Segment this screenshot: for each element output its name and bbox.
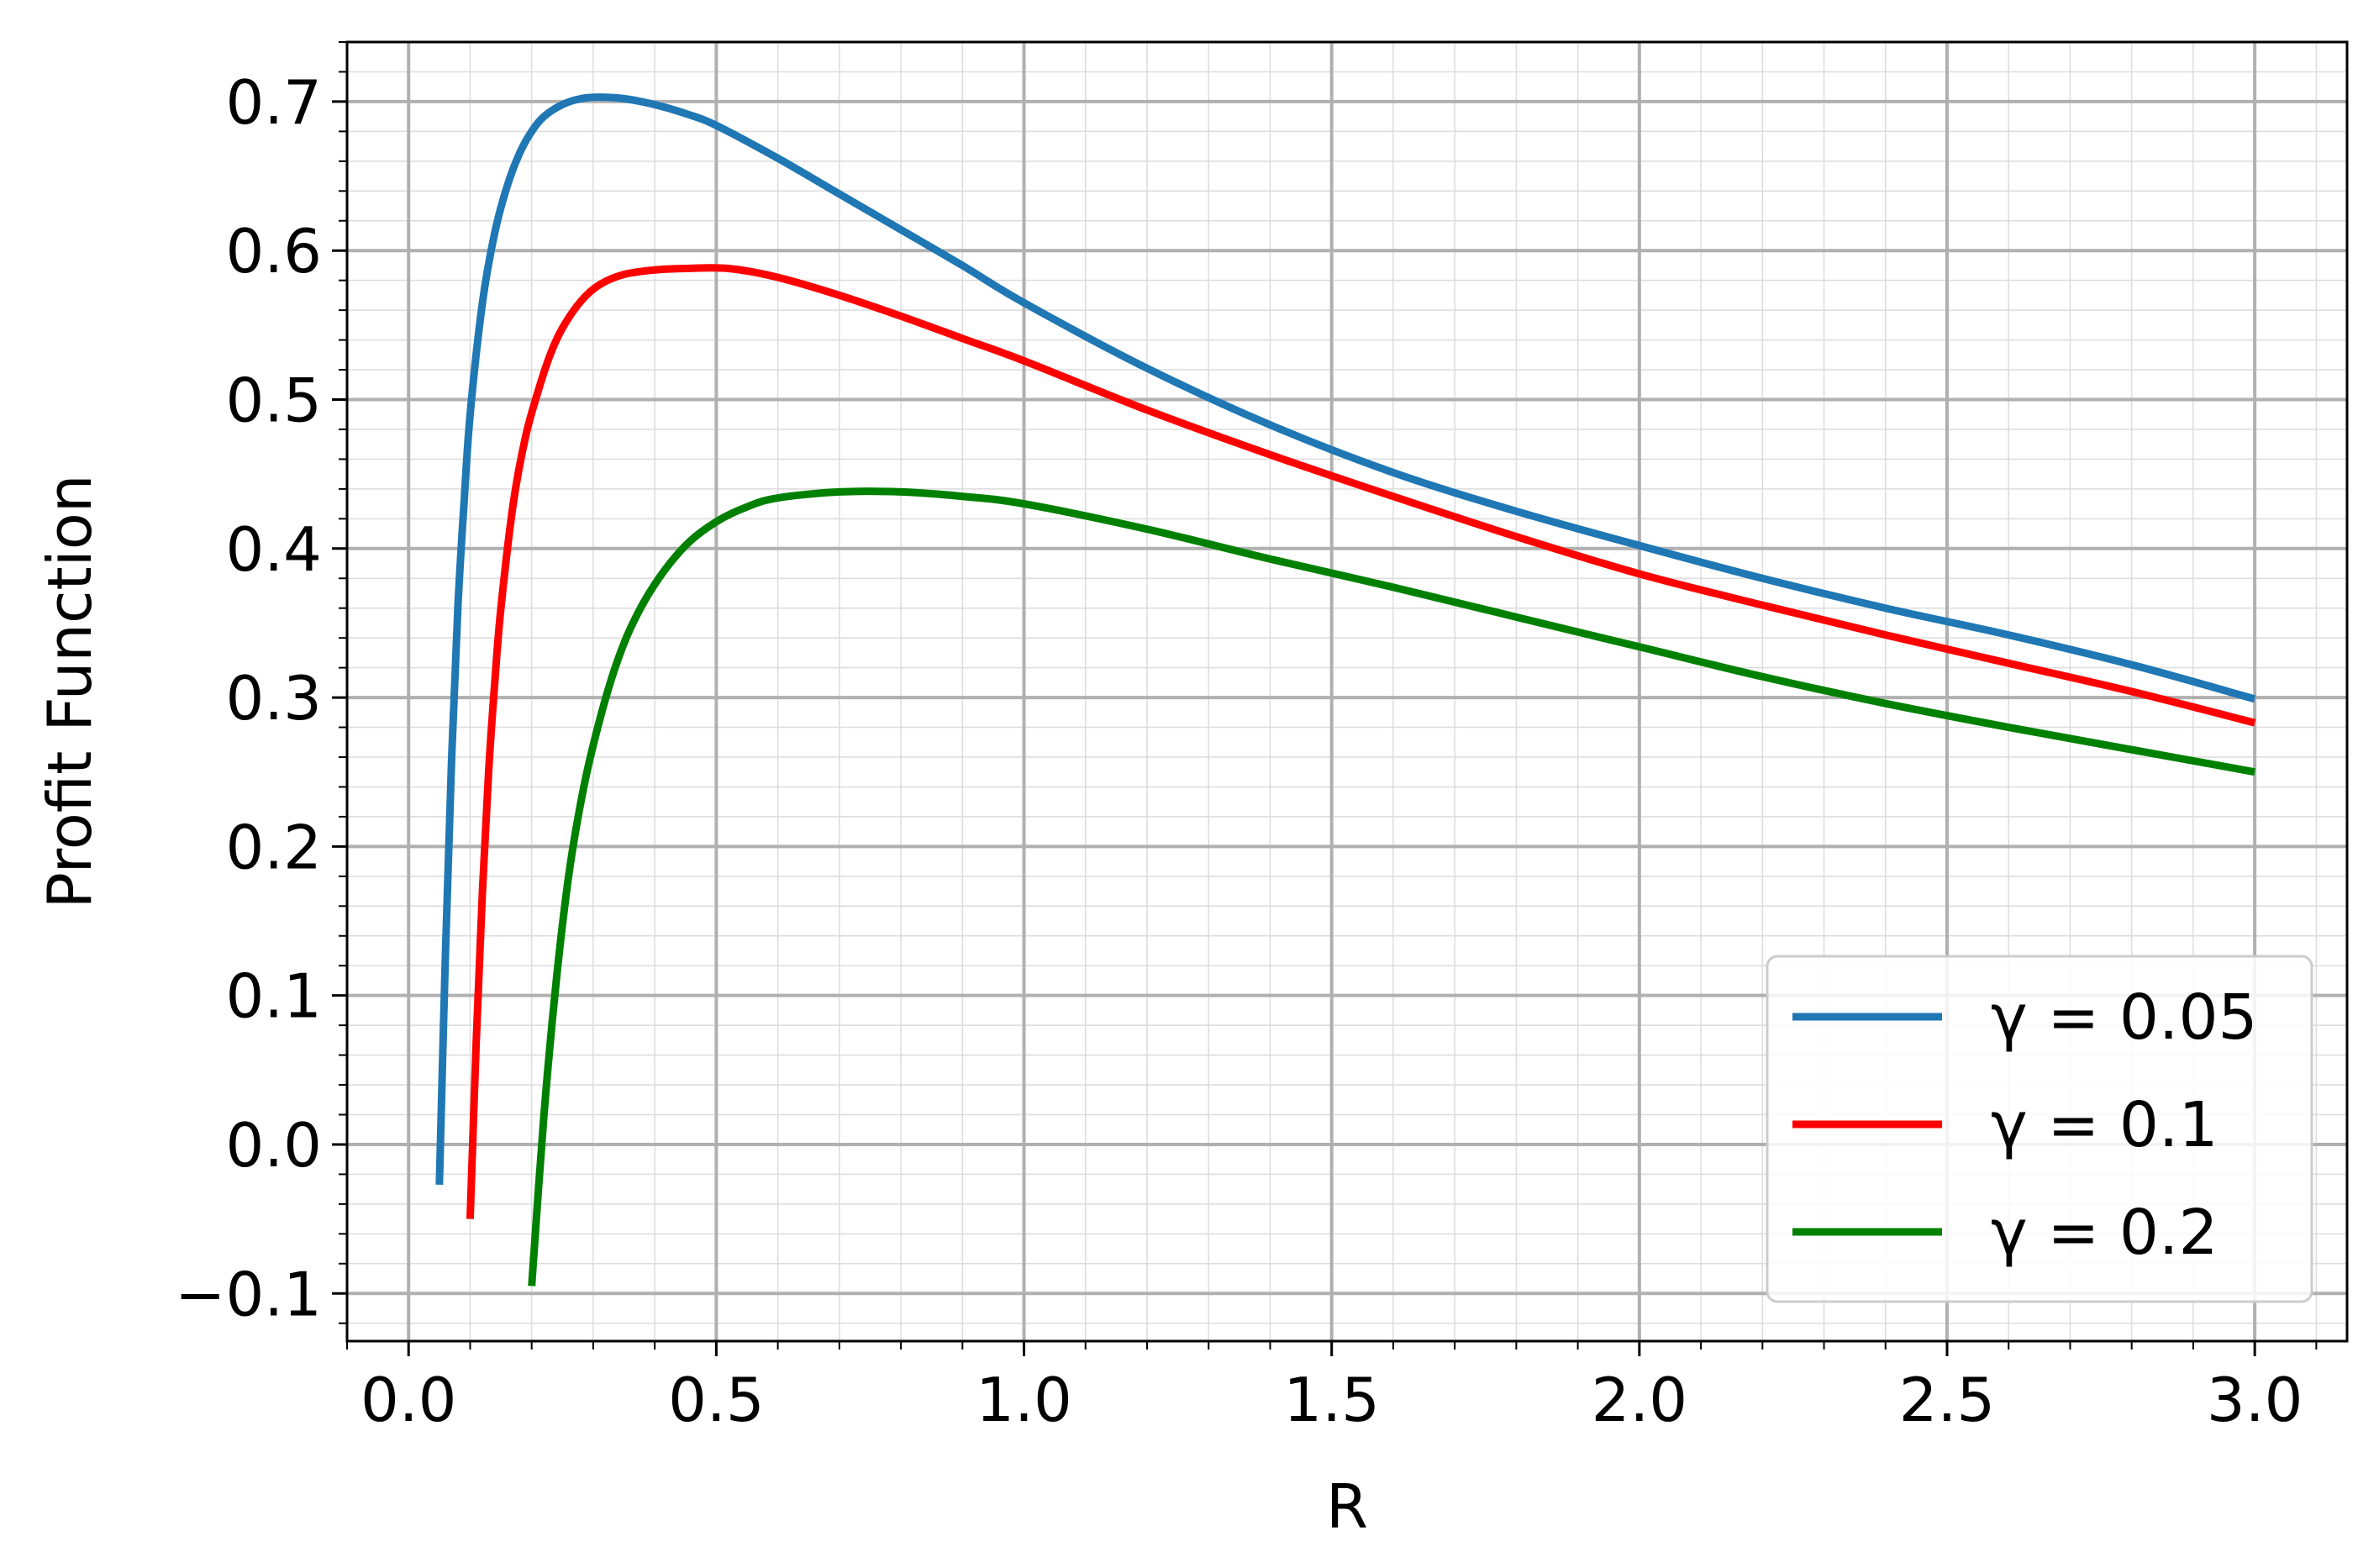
legend: γ = 0.05 γ = 0.1 γ = 0.2 (1766, 955, 2313, 1303)
y-tick-label: 0.3 (225, 663, 322, 734)
ticks-layer: 0.0 0.5 1.0 1.5 2.0 2.5 3.0 −0.1 0.0 0.1 0.2 0.3 0.4… (175, 41, 2318, 1435)
x-tick-label: 0.5 (668, 1365, 765, 1435)
y-tick-label: 0.2 (225, 812, 322, 882)
plot-frame (345, 40, 2349, 1343)
x-axis-label: R (1326, 1471, 1368, 1542)
y-axis-label: Profit Function (34, 475, 105, 909)
x-tick-label: 3.0 (2207, 1365, 2303, 1435)
y-tick-label: 0.1 (225, 961, 322, 1032)
x-tick-label: 0.0 (361, 1365, 457, 1435)
legend-label-2: γ = 0.1 (1991, 1089, 2218, 1161)
y-tick-label: 0.7 (225, 67, 322, 138)
legend-label-3: γ = 0.2 (1991, 1197, 2218, 1269)
y-tick-label: 0.6 (225, 216, 322, 287)
series-line-3 (528, 487, 2255, 1286)
legend-label-1: γ = 0.05 (1991, 981, 2258, 1054)
series-layer (435, 93, 2256, 1286)
y-tick-label: 0.5 (225, 366, 322, 436)
y-tick-label: 0.4 (225, 514, 322, 585)
major-grid (347, 42, 2347, 1341)
y-tick-label: 0.0 (225, 1110, 322, 1181)
series-line-2 (466, 264, 2256, 1219)
legend-box (1766, 955, 2313, 1303)
x-tick-label: 1.0 (976, 1365, 1072, 1435)
x-tick-label: 2.5 (1899, 1365, 1996, 1435)
y-tick-label: −0.1 (175, 1259, 322, 1329)
x-tick-label: 2.0 (1592, 1365, 1688, 1435)
x-tick-label: 1.5 (1283, 1365, 1380, 1435)
series-line-1 (435, 93, 2256, 1185)
